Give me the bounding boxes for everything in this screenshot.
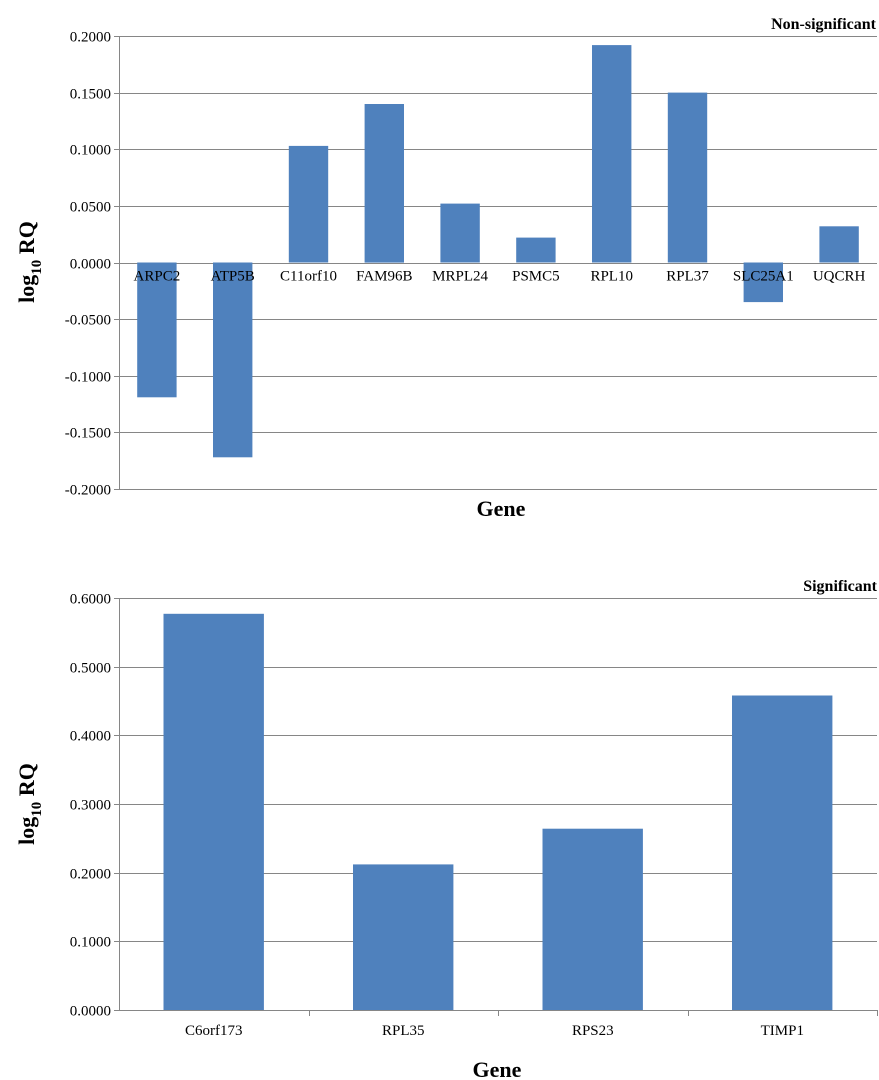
bar: [542, 828, 643, 1010]
category-label: RPL35: [382, 1023, 425, 1039]
y-tick-label: 0.3000: [70, 798, 111, 814]
category-label: PSMC5: [512, 269, 560, 285]
category-labels: ARPC2 ATP5B C11orf10 FAM96B MRPL24 PSMC5 RPL10…: [134, 269, 866, 285]
y-tick-label: 0.1000: [70, 143, 111, 159]
y-tick-label: 0.5000: [70, 661, 111, 677]
category-labels: C6orf173 RPL35 RPS23 TIMP1: [185, 1023, 804, 1039]
chart-non-significant: 0.2000 0.1500 0.1000 0.0500 0.0000 -0.0500 -0.…: [14, 16, 877, 521]
y-tick-label: -0.1000: [65, 370, 111, 386]
bar: [516, 237, 556, 263]
bars: [163, 613, 833, 1010]
y-axis-label: log10 RQ: [14, 221, 45, 303]
y-tick-label: 0.0000: [70, 257, 111, 273]
category-label: MRPL24: [432, 269, 488, 285]
bar: [440, 203, 480, 263]
bar: [667, 92, 708, 263]
bar: [163, 613, 264, 1010]
y-tick-label: 0.0000: [70, 1004, 111, 1020]
y-tick-label: -0.2000: [65, 483, 111, 499]
y-tick-label: 0.4000: [70, 729, 111, 745]
panel-title: Non-significant: [771, 16, 877, 33]
category-label: RPL10: [590, 269, 633, 285]
y-tick-labels: 0.2000 0.1500 0.1000 0.0500 0.0000 -0.0500 -0.…: [65, 30, 111, 499]
bar: [819, 226, 859, 263]
y-tick-label: 0.0500: [70, 200, 111, 216]
y-tick-labels: 0.6000 0.5000 0.4000 0.3000 0.2000 0.1000 0.00…: [70, 592, 111, 1020]
y-tick-label: 0.2000: [70, 30, 111, 46]
y-tick-label: 0.2000: [70, 867, 111, 883]
bar: [353, 864, 454, 1010]
bar: [288, 145, 329, 263]
bar: [592, 45, 632, 263]
bar: [213, 262, 253, 458]
x-axis-label: Gene: [473, 1057, 522, 1080]
y-tick-label: 0.1500: [70, 87, 111, 103]
y-tick-label: -0.1500: [65, 426, 111, 442]
category-label: FAM96B: [356, 269, 412, 285]
category-label: ARPC2: [134, 269, 181, 285]
category-label: RPL37: [666, 269, 709, 285]
x-axis-label: Gene: [477, 496, 526, 521]
bar: [364, 104, 404, 263]
svg-text:log10 RQ: log10 RQ: [14, 763, 45, 845]
chart-significant: 0.6000 0.5000 0.4000 0.3000 0.2000 0.1000 0.00…: [14, 578, 878, 1080]
bar: [743, 262, 783, 303]
category-label: RPS23: [572, 1023, 614, 1039]
y-axis-label: log10 RQ: [14, 763, 45, 845]
bar: [732, 695, 833, 1010]
category-label: C6orf173: [185, 1023, 243, 1039]
bars: [137, 45, 859, 458]
y-tick-label: 0.1000: [70, 935, 111, 951]
y-tick-label: -0.0500: [65, 313, 111, 329]
bar: [137, 262, 177, 398]
y-tick-label: 0.6000: [70, 592, 111, 608]
category-label: UQCRH: [813, 269, 866, 285]
category-label: ATP5B: [211, 269, 255, 285]
panel-title: Significant: [803, 578, 877, 595]
svg-text:log10 RQ: log10 RQ: [14, 221, 45, 303]
category-label: SLC25A1: [733, 269, 794, 285]
category-label: TIMP1: [761, 1023, 804, 1039]
category-label: C11orf10: [280, 269, 337, 285]
